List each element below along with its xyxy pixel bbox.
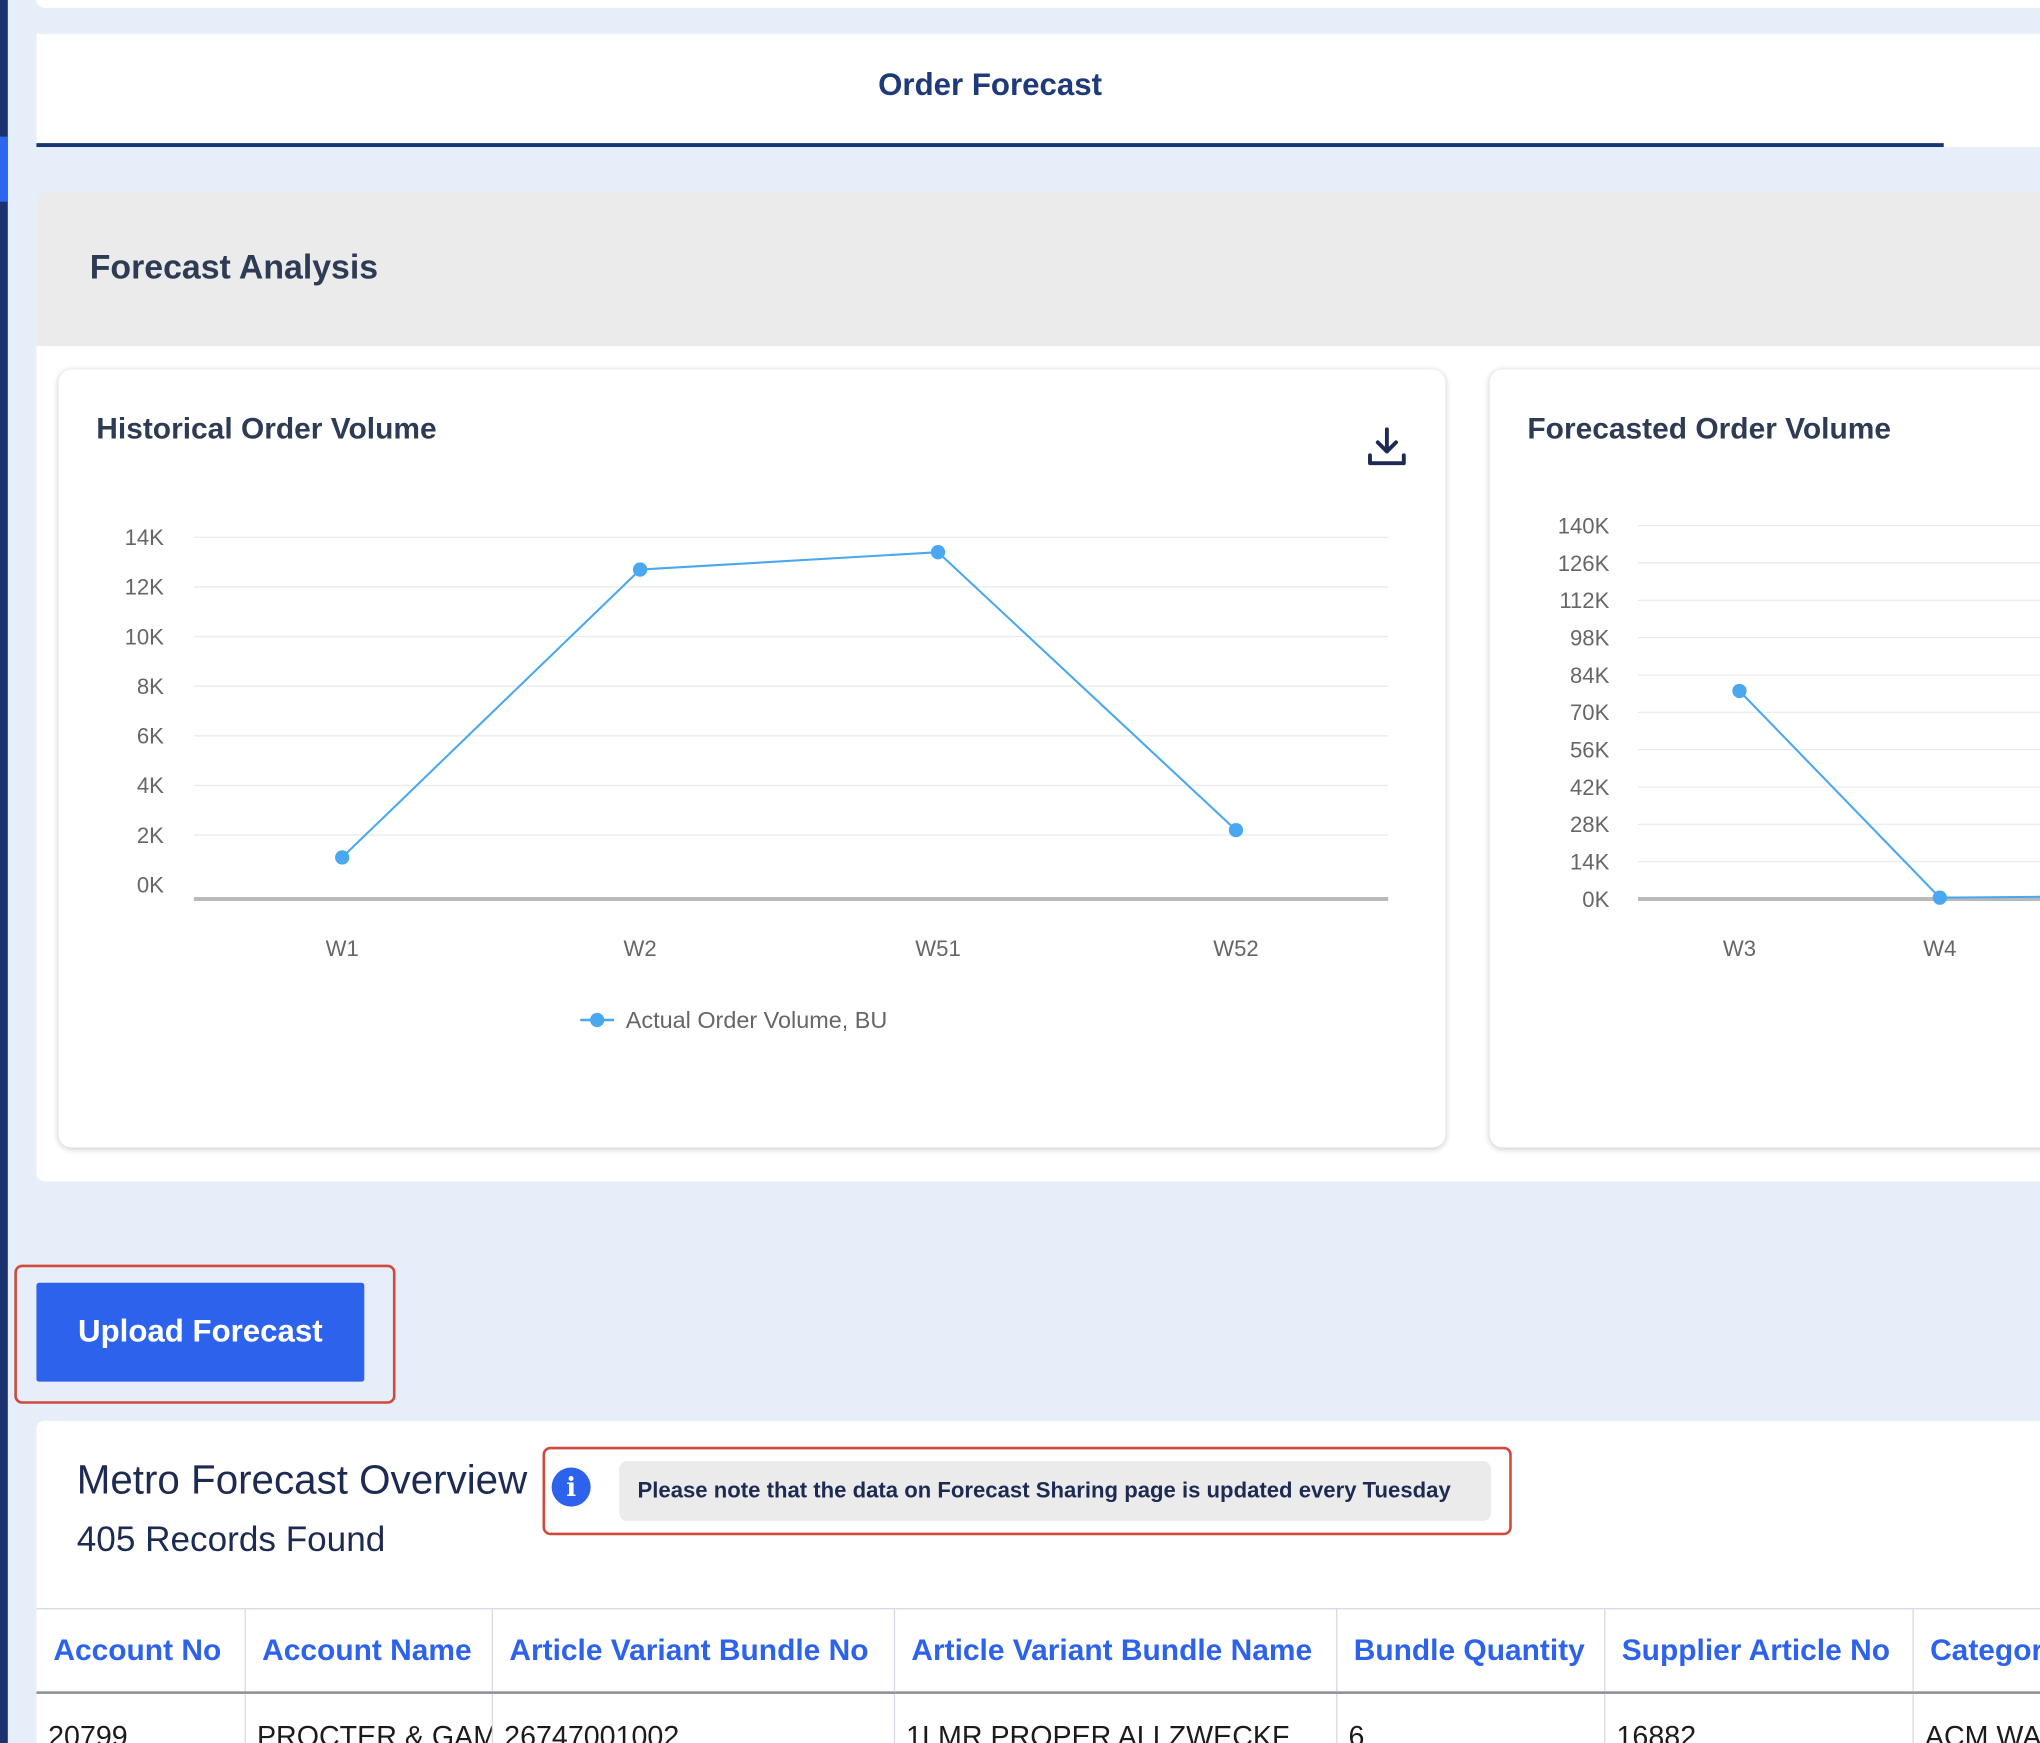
y-tick-label: 70K bbox=[1570, 700, 1610, 725]
y-tick-label: 0K bbox=[137, 872, 164, 897]
x-tick-label: W3 bbox=[1723, 936, 1756, 961]
forecast-analysis-panel: Forecast Analysis Historical Order Volum… bbox=[36, 192, 2040, 1182]
info-icon[interactable]: i bbox=[551, 1467, 591, 1507]
y-tick-label: 14K bbox=[1570, 849, 1610, 874]
x-tick-label: W52 bbox=[1213, 936, 1258, 961]
forecast-table: Account No Account Name Article Variant … bbox=[36, 1608, 2040, 1743]
left-nav-rail bbox=[0, 0, 8, 1743]
column-header-article-variant-bundle-name[interactable]: Article Variant Bundle Name bbox=[893, 1608, 1337, 1694]
cell-category: ACM WASCH bbox=[1912, 1691, 2040, 1743]
records-count: 405 Records Found bbox=[76, 1519, 386, 1559]
upload-forecast-button[interactable]: Upload Forecast bbox=[36, 1282, 365, 1382]
y-tick-label: 2K bbox=[137, 823, 164, 848]
y-tick-label: 6K bbox=[137, 724, 164, 749]
data-point bbox=[1732, 683, 1747, 699]
y-tick-label: 8K bbox=[137, 674, 164, 699]
series-line bbox=[341, 551, 1237, 859]
y-tick-label: 84K bbox=[1570, 663, 1610, 688]
column-header-article-variant-bundle-no[interactable]: Article Variant Bundle No bbox=[491, 1608, 895, 1694]
column-header-supplier-article-no[interactable]: Supplier Article No bbox=[1604, 1608, 1914, 1694]
series-line-continuation bbox=[1939, 895, 2040, 899]
legend-marker bbox=[590, 1012, 605, 1028]
x-tick-label: W4 bbox=[1923, 936, 1956, 961]
data-point bbox=[1932, 890, 1947, 905]
cell-account-name: PROCTER & GAMBLE bbox=[244, 1691, 493, 1743]
data-point bbox=[335, 850, 350, 865]
table-header-row: Account No Account Name Article Variant … bbox=[36, 1608, 2040, 1694]
forecast-analysis-header: Forecast Analysis bbox=[36, 192, 2040, 347]
y-tick-label: 126K bbox=[1558, 551, 1610, 576]
historical-order-volume-card: Historical Order Volume 0K 2K 4K 6K 8K 10K 12K… bbox=[58, 369, 1446, 1148]
x-tick-label: W51 bbox=[915, 936, 960, 961]
series-line bbox=[1738, 690, 1941, 899]
forecasted-order-volume-chart: 0K 14K 28K 42K 56K 70K 84K 98K 112K 126K 140K W3 W4 bbox=[1558, 513, 2040, 961]
upload-button-highlight bbox=[14, 1264, 396, 1404]
y-tick-label: 12K bbox=[125, 575, 165, 600]
cell-article-variant-bundle-no: 26747001002 bbox=[491, 1691, 895, 1743]
metro-forecast-overview-panel: Metro Forecast Overview 405 Records Foun… bbox=[36, 1420, 2040, 1743]
y-tick-label: 28K bbox=[1570, 812, 1610, 837]
tab-order-forecast[interactable]: Order Forecast bbox=[878, 67, 1103, 103]
y-tick-label: 56K bbox=[1570, 737, 1610, 762]
cell-account-no: 20799 bbox=[36, 1691, 246, 1743]
forecast-analysis-title: Forecast Analysis bbox=[89, 247, 379, 287]
x-tick-label: W1 bbox=[326, 936, 359, 961]
download-icon[interactable] bbox=[1363, 424, 1410, 471]
data-point bbox=[1228, 822, 1244, 838]
cell-bundle-quantity: 6 bbox=[1336, 1691, 1605, 1743]
y-tick-label: 4K bbox=[137, 773, 164, 798]
forecasted-chart-title: Forecasted Order Volume bbox=[1527, 411, 1892, 445]
historical-chart-title: Historical Order Volume bbox=[96, 411, 437, 445]
legend-label: Actual Order Volume, BU bbox=[626, 1007, 887, 1033]
top-panel-edge bbox=[36, 0, 2040, 8]
cell-article-variant-bundle-name: 1LMR PROPER ALLZWECKF bbox=[893, 1691, 1337, 1743]
y-tick-label: 112K bbox=[1559, 588, 1609, 613]
y-tick-label: 98K bbox=[1570, 625, 1610, 650]
y-tick-label: 0K bbox=[1582, 887, 1609, 912]
column-header-bundle-quantity[interactable]: Bundle Quantity bbox=[1336, 1608, 1605, 1694]
column-header-category[interactable]: Category bbox=[1912, 1608, 2040, 1694]
column-header-account-name[interactable]: Account Name bbox=[244, 1608, 493, 1694]
forecast-table-container: Account No Account Name Article Variant … bbox=[36, 1608, 2040, 1743]
y-tick-label: 10K bbox=[125, 624, 165, 649]
column-header-account-no[interactable]: Account No bbox=[36, 1608, 246, 1694]
x-tick-label: W2 bbox=[624, 936, 657, 961]
data-point bbox=[930, 545, 946, 560]
historical-order-volume-chart: 0K 2K 4K 6K 8K 10K 12K 14K W1 W2 W51 W52 Actual Orde… bbox=[125, 525, 1389, 1033]
y-tick-label: 42K bbox=[1570, 775, 1610, 800]
y-tick-label: 140K bbox=[1558, 513, 1610, 538]
overview-title: Metro Forecast Overview bbox=[76, 1457, 528, 1503]
forecasted-order-volume-card: Forecasted Order Volume 0K 14K 28K 42K 56K 70… bbox=[1489, 369, 2040, 1148]
update-note: Please note that the data on Forecast Sh… bbox=[619, 1461, 1491, 1521]
active-tab-indicator bbox=[36, 143, 1944, 148]
cell-supplier-article-no: 16882 bbox=[1604, 1691, 1914, 1743]
y-tick-label: 14K bbox=[125, 525, 165, 550]
note-highlight bbox=[542, 1446, 1512, 1536]
tab-bar: Order Forecast bbox=[36, 33, 2040, 148]
data-point bbox=[632, 562, 648, 577]
table-row[interactable]: 20799 PROCTER & GAMBLE 26747001002 1LMR … bbox=[36, 1691, 2040, 1743]
left-nav-active-marker bbox=[0, 136, 8, 202]
